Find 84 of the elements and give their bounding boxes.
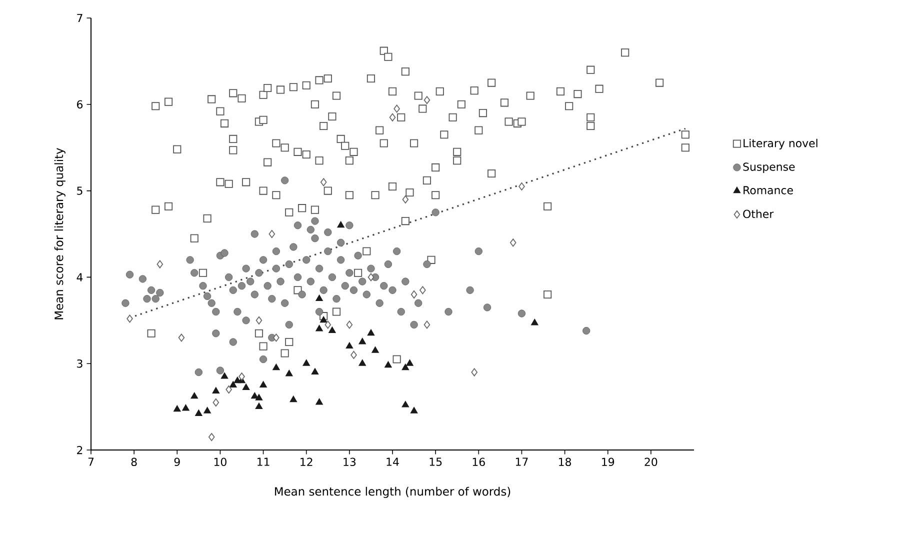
point xyxy=(230,381,237,388)
point xyxy=(290,396,297,402)
point xyxy=(126,314,133,323)
point xyxy=(242,384,250,390)
point xyxy=(286,370,293,376)
point xyxy=(471,368,478,376)
legend-label: Literary novel xyxy=(744,138,818,150)
point xyxy=(410,407,418,414)
x-tick-label: 17 xyxy=(516,458,528,466)
point xyxy=(358,338,366,344)
point xyxy=(531,318,538,326)
point xyxy=(410,290,418,299)
point xyxy=(208,433,215,442)
point xyxy=(302,360,310,366)
point xyxy=(272,364,280,370)
point xyxy=(367,329,375,336)
x-tick-label: 9 xyxy=(174,458,180,466)
point xyxy=(518,182,525,191)
x-tick-label: 8 xyxy=(131,458,137,466)
point xyxy=(190,392,198,399)
y-tick-label: 7 xyxy=(77,14,82,22)
point xyxy=(424,320,430,329)
point xyxy=(384,361,392,368)
point xyxy=(350,350,357,359)
point xyxy=(358,360,366,366)
legend-label: Other xyxy=(743,210,774,218)
x-tick-label: 13 xyxy=(344,458,356,466)
y-axis-title: Mean score for literary quality xyxy=(54,148,66,320)
point xyxy=(320,316,328,323)
point xyxy=(316,398,323,405)
x-tick-label: 18 xyxy=(559,458,572,466)
point xyxy=(346,320,353,329)
point xyxy=(402,401,409,408)
point xyxy=(324,320,332,329)
point xyxy=(255,394,263,400)
x-tick-label: 11 xyxy=(258,458,270,466)
y-tick-label: 4 xyxy=(76,273,83,282)
y-tick-label: 5 xyxy=(77,186,82,195)
point xyxy=(220,372,228,379)
x-tick-label: 19 xyxy=(602,458,614,466)
y-tick-label: 3 xyxy=(77,359,82,368)
legend-label: Suspense xyxy=(743,162,795,174)
x-tick-label: 16 xyxy=(472,458,485,466)
point xyxy=(389,113,396,122)
point xyxy=(174,405,181,412)
point xyxy=(251,392,258,399)
point xyxy=(178,334,185,342)
point xyxy=(238,372,245,381)
point xyxy=(195,410,202,416)
point xyxy=(424,96,430,104)
point xyxy=(320,178,327,186)
point xyxy=(226,385,232,394)
x-tick-label: 14 xyxy=(386,458,399,466)
point xyxy=(316,325,323,332)
point xyxy=(256,316,262,324)
legend-label: Romance xyxy=(744,186,793,194)
point xyxy=(311,368,319,374)
point xyxy=(394,104,400,113)
point xyxy=(346,342,353,349)
point xyxy=(337,221,344,228)
point xyxy=(316,294,323,302)
point xyxy=(260,381,267,388)
point xyxy=(268,230,276,238)
point xyxy=(204,407,211,414)
x-axis-title: Mean sentence length (number of words) xyxy=(275,486,510,498)
y-tick-label: 2 xyxy=(77,446,82,454)
point xyxy=(402,364,409,370)
point xyxy=(328,326,336,334)
point xyxy=(372,346,379,353)
point xyxy=(212,398,220,407)
point xyxy=(402,195,409,204)
point xyxy=(406,360,414,366)
point xyxy=(255,402,263,410)
x-tick-label: 20 xyxy=(644,458,658,466)
point xyxy=(182,404,190,411)
point xyxy=(420,286,426,294)
x-tick-label: 7 xyxy=(88,458,94,466)
x-tick-label: 10 xyxy=(214,458,226,466)
point xyxy=(156,260,164,268)
y-tick-label: 6 xyxy=(77,100,83,109)
point xyxy=(510,238,516,247)
x-tick-label: 12 xyxy=(300,458,312,466)
point xyxy=(212,387,220,394)
x-tick-label: 15 xyxy=(430,458,442,466)
